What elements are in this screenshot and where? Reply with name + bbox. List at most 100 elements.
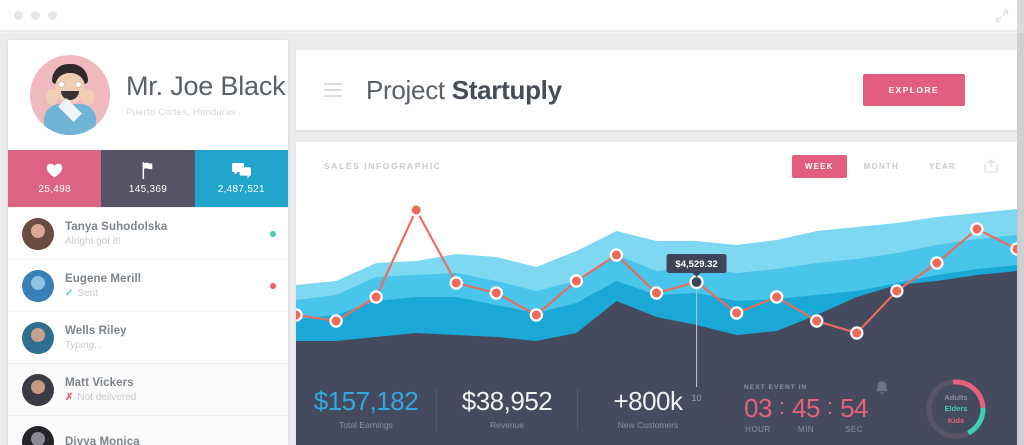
donut-legend: Adults Elders Kids [923, 376, 989, 442]
contact-name: Divya Monica [65, 435, 140, 445]
stat-value: $38,952 [461, 386, 553, 416]
minimize-dot[interactable] [31, 11, 40, 20]
stat-label: Revenue [489, 420, 525, 430]
hamburger-menu-icon[interactable] [324, 83, 342, 97]
user-avatar-illustration [30, 55, 110, 135]
maximize-dot[interactable] [48, 11, 57, 20]
countdown-caption: NEXT EVENT IN [744, 384, 808, 391]
status-badge [270, 230, 276, 237]
chat-bubbles-icon [231, 162, 251, 179]
stat-value: $157,182 [313, 386, 419, 416]
contact-list-item[interactable]: Wells Riley Typing... [8, 311, 288, 363]
contact-status: Alright got it! [65, 236, 270, 247]
chart-point[interactable] [850, 326, 864, 340]
stat-value: +800k [613, 386, 683, 416]
stat-tile-chat-bubbles[interactable]: 2,487,521 [194, 150, 288, 207]
donut-chart-icon[interactable]: Adults Elders Kids [923, 376, 989, 442]
chart-point[interactable] [810, 314, 824, 328]
avatar [22, 269, 54, 302]
share-icon[interactable] [983, 158, 999, 174]
chart-point[interactable] [1010, 242, 1017, 256]
countdown-separator: : [778, 394, 786, 419]
chart-point[interactable] [529, 308, 544, 322]
contact-name: Matt Vickers [65, 376, 134, 389]
contact-list: Tanya Suhodolska Alright got it! Eugene Me… [8, 207, 288, 445]
contact-list-item[interactable]: Divya Monica [8, 415, 288, 445]
profile-name: Mr. Joe Black [126, 71, 286, 102]
chart-toolbar: SALES INFOGRAPHIC WEEK MONTH YEAR [296, 142, 1017, 190]
avatar [22, 373, 54, 406]
chart-point[interactable] [409, 203, 423, 217]
donut-legend-item: Adults [944, 392, 968, 402]
countdown-unit-label: MIN [797, 425, 815, 434]
chart-point[interactable] [769, 290, 784, 304]
chart-point[interactable] [970, 222, 984, 236]
stat-label: Total Earnings [339, 420, 393, 430]
chart-plot-area: $4,529.32 10 [296, 142, 1017, 445]
avatar [22, 217, 54, 250]
chart-point[interactable] [449, 276, 463, 290]
window-titlebar [0, 0, 1024, 30]
titlebar-divider [0, 30, 1024, 34]
stat-tiles-row: 25,498 145,369 2,487,521 [8, 150, 288, 207]
chart-point[interactable] [329, 314, 343, 328]
countdown-timer: NEXT EVENT IN 03 HOUR:45 MIN:54 SEC [718, 381, 888, 434]
chart-point[interactable] [729, 306, 744, 320]
stat-tile-flag[interactable]: 145,369 [101, 150, 195, 207]
countdown-number: 45 [792, 393, 820, 423]
stat-block: +800k New Customers [578, 388, 718, 430]
range-tab-week[interactable]: WEEK [791, 154, 847, 178]
explore-button[interactable]: EXPLORE [862, 74, 965, 106]
chart-point[interactable] [649, 286, 664, 300]
window-controls[interactable] [14, 11, 57, 20]
chart-tooltip: $4,529.32 [666, 254, 727, 277]
tooltip-x-label: 10 [692, 393, 702, 403]
stat-tile-value: 145,369 [128, 184, 168, 195]
range-tab-year[interactable]: YEAR [928, 161, 956, 171]
stat-block: $157,182 Total Earnings [296, 388, 436, 430]
contact-list-item[interactable]: Tanya Suhodolska Alright got it! [8, 207, 288, 259]
countdown-unit: 54 SEC [840, 395, 868, 434]
chart-point[interactable] [369, 290, 383, 304]
sales-infographic-card: $4,529.32 10 SALES INFOGRAPHIC WEEK MONTH Y… [296, 142, 1017, 445]
contact-status: ✗ Not delivered [65, 392, 276, 403]
chart-point[interactable] [569, 274, 584, 288]
expand-diagonal-icon[interactable] [994, 8, 1010, 24]
stat-tile-value: 2,487,521 [217, 184, 265, 195]
countdown-unit-label: SEC [845, 425, 864, 434]
stat-block: $38,952 Revenue [437, 388, 577, 430]
contact-name: Eugene Merill [65, 272, 142, 285]
chart-area-band-d-dark- [296, 271, 1017, 445]
close-dot[interactable] [14, 11, 23, 20]
chart-point[interactable] [489, 286, 503, 300]
contact-list-item[interactable]: Matt Vickers ✗ Not delivered [8, 363, 288, 415]
chart-point[interactable] [296, 308, 303, 322]
donut-legend-item: Kids [947, 415, 965, 425]
chart-point[interactable] [890, 284, 904, 298]
range-tab-group: WEEK MONTH YEAR [791, 154, 969, 178]
contact-status: Typing... [65, 340, 276, 351]
range-tab-month[interactable]: MONTH [863, 161, 899, 171]
chart-caption: SALES INFOGRAPHIC [324, 161, 442, 171]
countdown-number: 54 [840, 393, 869, 423]
page-title-bold: Startuply [451, 74, 562, 105]
chart-point[interactable] [609, 248, 624, 262]
bell-icon[interactable] [874, 380, 890, 398]
stat-tile-heart[interactable]: 25,498 [8, 150, 102, 207]
sidebar-panel: Mr. Joe Black Puerto Cortes, Honduras 25… [8, 40, 288, 445]
stat-tile-value: 25,498 [38, 184, 71, 195]
countdown-unit-label: HOUR [745, 425, 771, 434]
profile-location: Puerto Cortes, Honduras [126, 106, 236, 118]
contact-name: Tanya Suhodolska [65, 220, 168, 233]
chart-point-highlighted[interactable] [689, 274, 704, 290]
heart-icon [46, 162, 63, 179]
contact-list-item[interactable]: Eugene Merill ✓ Sent [8, 259, 288, 311]
stats-strip: $157,182 Total Earnings $38,952 Revenue +800… [296, 373, 1017, 445]
contact-status-text: Not delivered [77, 391, 137, 403]
avatar [22, 425, 54, 445]
chart-point[interactable] [930, 256, 944, 270]
stats-divider [436, 388, 437, 430]
page-title: Project Startuply [366, 75, 562, 106]
contact-name: Wells Riley [65, 324, 127, 337]
